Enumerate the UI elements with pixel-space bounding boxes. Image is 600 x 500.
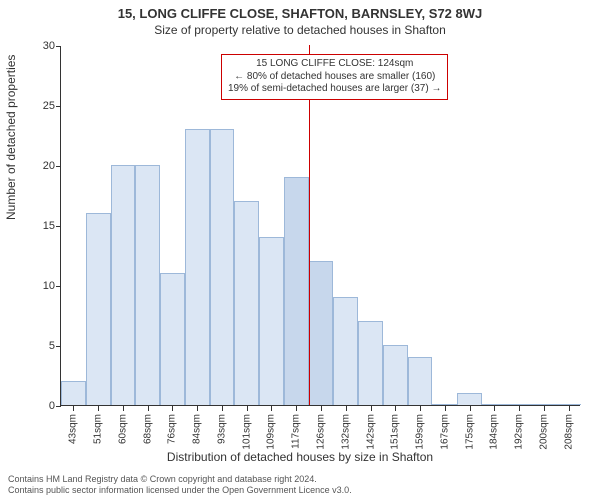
x-tick-label: 175sqm: [464, 414, 475, 450]
x-tick-label: 84sqm: [192, 414, 203, 444]
x-tick-mark: [420, 406, 421, 411]
x-tick-label: 184sqm: [489, 414, 500, 450]
x-tick-mark: [371, 406, 372, 411]
y-tick-mark: [56, 346, 61, 347]
histogram-bar: [333, 297, 358, 405]
x-tick-mark: [470, 406, 471, 411]
x-tick-label: 43sqm: [68, 414, 79, 444]
histogram-bar: [531, 404, 556, 405]
y-tick-label: 0: [25, 400, 55, 412]
x-tick-mark: [346, 406, 347, 411]
x-tick-mark: [247, 406, 248, 411]
x-tick-mark: [73, 406, 74, 411]
y-tick-label: 15: [25, 220, 55, 232]
x-tick-mark: [445, 406, 446, 411]
annotation-line3: 19% of semi-detached houses are larger (…: [228, 83, 441, 96]
histogram-bar: [507, 404, 532, 405]
x-tick-label: 109sqm: [266, 414, 277, 450]
y-tick-label: 30: [25, 40, 55, 52]
x-tick-mark: [98, 406, 99, 411]
x-tick-label: 167sqm: [439, 414, 450, 450]
histogram-bar: [111, 165, 136, 405]
histogram-bar: [432, 404, 457, 405]
y-tick-mark: [56, 46, 61, 47]
y-tick-mark: [56, 226, 61, 227]
histogram-bar: [86, 213, 111, 405]
x-tick-label: 93sqm: [216, 414, 227, 444]
y-tick-label: 5: [25, 340, 55, 352]
histogram-bar: [61, 381, 86, 405]
x-tick-mark: [395, 406, 396, 411]
y-tick-mark: [56, 286, 61, 287]
x-tick-mark: [197, 406, 198, 411]
x-axis-label: Distribution of detached houses by size …: [0, 450, 600, 464]
footer-line2: Contains public sector information licen…: [8, 485, 352, 496]
y-tick-label: 10: [25, 280, 55, 292]
histogram-bar: [556, 404, 581, 405]
x-tick-mark: [321, 406, 322, 411]
histogram-bar: [284, 177, 309, 405]
chart-container: 15, LONG CLIFFE CLOSE, SHAFTON, BARNSLEY…: [0, 0, 600, 500]
histogram-bar: [408, 357, 433, 405]
histogram-bar: [234, 201, 259, 405]
histogram-bar: [160, 273, 185, 405]
x-tick-label: 151sqm: [390, 414, 401, 450]
y-tick-mark: [56, 106, 61, 107]
y-tick-mark: [56, 406, 61, 407]
histogram-bar: [210, 129, 235, 405]
x-tick-mark: [519, 406, 520, 411]
x-tick-label: 159sqm: [415, 414, 426, 450]
annotation-line1: 15 LONG CLIFFE CLOSE: 124sqm: [228, 58, 441, 71]
footer-attribution: Contains HM Land Registry data © Crown c…: [8, 474, 352, 496]
x-tick-label: 101sqm: [241, 414, 252, 450]
annotation-line2: ← 80% of detached houses are smaller (16…: [228, 71, 441, 84]
x-tick-label: 68sqm: [142, 414, 153, 444]
chart-subtitle: Size of property relative to detached ho…: [0, 23, 600, 37]
histogram-bar: [482, 404, 507, 405]
x-tick-label: 208sqm: [563, 414, 574, 450]
histogram-bar: [383, 345, 408, 405]
x-tick-label: 60sqm: [117, 414, 128, 444]
plot-area: 15 LONG CLIFFE CLOSE: 124sqm ← 80% of de…: [60, 46, 580, 406]
axes: 15 LONG CLIFFE CLOSE: 124sqm ← 80% of de…: [60, 46, 580, 406]
x-tick-mark: [494, 406, 495, 411]
x-tick-label: 51sqm: [93, 414, 104, 444]
x-tick-label: 117sqm: [291, 414, 302, 449]
x-tick-label: 192sqm: [514, 414, 525, 450]
x-tick-label: 76sqm: [167, 414, 178, 444]
x-tick-mark: [222, 406, 223, 411]
x-tick-mark: [296, 406, 297, 411]
histogram-bar: [185, 129, 210, 405]
histogram-bar: [358, 321, 383, 405]
x-tick-mark: [544, 406, 545, 411]
chart-title: 15, LONG CLIFFE CLOSE, SHAFTON, BARNSLEY…: [0, 0, 600, 21]
histogram-bar: [309, 261, 334, 405]
x-tick-label: 126sqm: [316, 414, 327, 450]
y-tick-mark: [56, 166, 61, 167]
histogram-bar: [259, 237, 284, 405]
x-tick-mark: [569, 406, 570, 411]
x-tick-label: 142sqm: [365, 414, 376, 450]
x-tick-mark: [271, 406, 272, 411]
footer-line1: Contains HM Land Registry data © Crown c…: [8, 474, 352, 485]
y-tick-label: 25: [25, 100, 55, 112]
y-tick-label: 20: [25, 160, 55, 172]
x-tick-label: 132sqm: [340, 414, 351, 450]
x-tick-mark: [172, 406, 173, 411]
annotation-box: 15 LONG CLIFFE CLOSE: 124sqm ← 80% of de…: [221, 54, 448, 100]
y-axis-label: Number of detached properties: [4, 55, 18, 220]
x-tick-label: 200sqm: [538, 414, 549, 450]
x-tick-mark: [148, 406, 149, 411]
histogram-bar: [457, 393, 482, 405]
x-tick-mark: [123, 406, 124, 411]
histogram-bar: [135, 165, 160, 405]
